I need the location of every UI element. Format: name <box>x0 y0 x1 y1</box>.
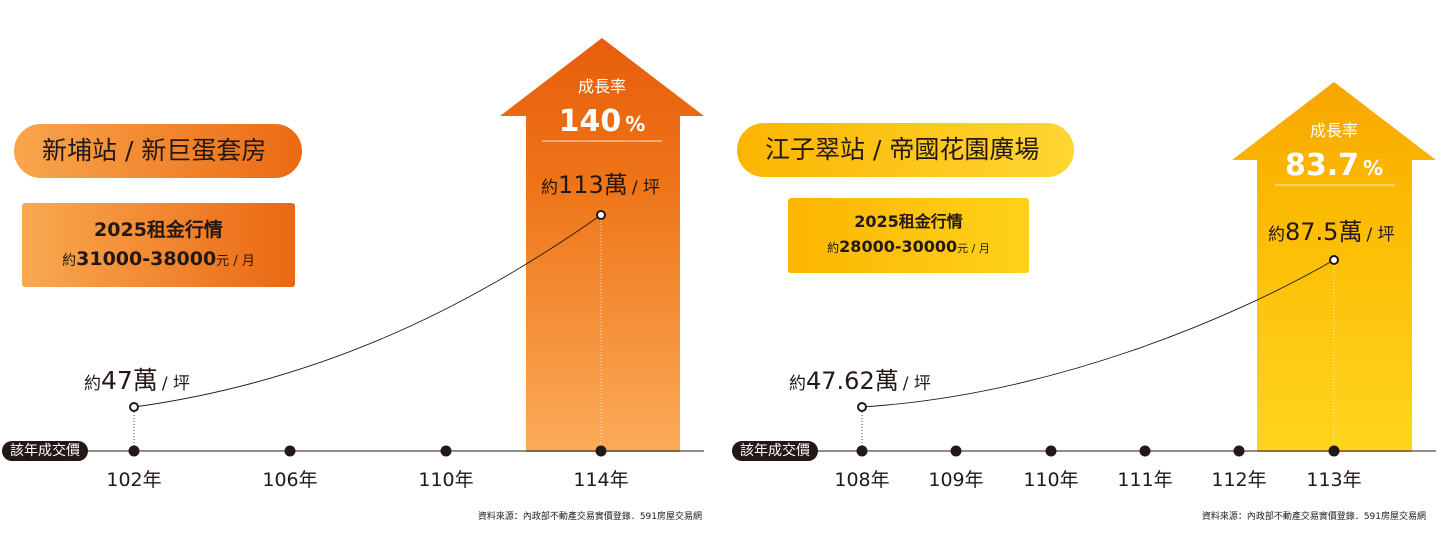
growth-value: 140% <box>559 104 646 139</box>
data-label-value: 47.62萬 <box>806 367 899 395</box>
x-tick-marker <box>128 445 140 457</box>
growth-number: 83.7 <box>1285 148 1359 183</box>
data-label-end: 約113萬 / 坪 <box>541 171 660 199</box>
x-tick-marker <box>595 445 607 457</box>
source-note: 資料來源：內政部不動產交易實價登錄．591房屋交易網 <box>477 512 702 522</box>
chart-jiangzicui: 成長率 83.7% 108年 109年 110年 111年 112年 113年 約47.6… <box>789 82 1436 491</box>
x-tick-label: 110年 <box>418 469 473 491</box>
x-tick-marker <box>950 445 962 457</box>
data-label-value: 47萬 <box>101 366 158 395</box>
rent-unit: 元 / 月 <box>957 242 990 255</box>
data-point-end <box>596 210 606 220</box>
data-label-start: 約47萬 / 坪 <box>84 366 190 395</box>
x-tick-label: 102年 <box>106 469 161 491</box>
x-tick-label: 112年 <box>1211 469 1266 491</box>
data-point-start <box>129 402 139 412</box>
axis-tag: 該年成交價 <box>732 441 818 461</box>
data-point-start <box>857 402 867 412</box>
growth-percent: % <box>1363 156 1383 180</box>
rent-unit: 元 / 月 <box>216 254 255 269</box>
x-tick-label: 108年 <box>834 469 889 491</box>
station-title: 新埔站 / 新巨蛋套房 <box>14 124 302 178</box>
x-ticks: 102年 106年 110年 114年 <box>106 445 629 491</box>
data-label-prefix: 約 <box>541 178 558 198</box>
x-tick-label: 111年 <box>1117 469 1172 491</box>
data-label-unit: / 坪 <box>632 178 660 198</box>
data-label-unit: / 坪 <box>903 374 931 394</box>
x-tick-marker <box>856 445 868 457</box>
data-label-prefix: 約 <box>1268 225 1285 245</box>
data-label-value: 113萬 <box>558 171 628 199</box>
rent-box: 2025租金行情 約31000-38000元 / 月 <box>22 203 295 287</box>
rent-prefix: 約 <box>62 253 77 269</box>
x-tick-marker <box>1233 445 1245 457</box>
x-ticks: 108年 109年 110年 111年 112年 113年 <box>834 445 1362 491</box>
station-title: 江子翠站 / 帝國花園廣場 <box>737 123 1074 177</box>
growth-value: 83.7% <box>1285 148 1383 183</box>
data-label-prefix: 約 <box>789 374 806 394</box>
axis-tag: 該年成交價 <box>2 441 88 461</box>
growth-percent: % <box>625 112 645 136</box>
growth-arrow <box>1232 82 1436 452</box>
x-tick-label: 106年 <box>262 469 317 491</box>
rent-title: 2025租金行情 <box>94 219 223 241</box>
panel-xinpu: 成長率 140% 102年 106年 110年 114年 約47萬 / 坪 約113萬 /… <box>2 38 704 522</box>
data-label-unit: / 坪 <box>1366 225 1394 245</box>
data-label-unit: / 坪 <box>162 374 190 394</box>
rent-range: 31000-38000 <box>76 248 217 270</box>
x-tick-label: 110年 <box>1023 469 1078 491</box>
trend-curve <box>133 214 602 408</box>
data-label-end: 約87.5萬 / 坪 <box>1268 218 1395 246</box>
rent-range: 28000-30000 <box>839 237 958 256</box>
rent-value: 約28000-30000元 / 月 <box>788 237 1029 256</box>
x-tick-label: 114年 <box>573 469 628 491</box>
trend-curve <box>861 259 1335 408</box>
data-point-end <box>1329 255 1339 265</box>
chart-xinpu: 成長率 140% 102年 106年 110年 114年 約47萬 / 坪 約113萬 /… <box>84 38 704 491</box>
source-note: 資料來源：內政部不動產交易實價登錄．591房屋交易網 <box>1201 512 1426 522</box>
rent-value: 約31000-38000元 / 月 <box>22 248 295 270</box>
x-tick-marker <box>440 445 452 457</box>
x-tick-marker <box>1139 445 1151 457</box>
panel-jiangzicui: 成長率 83.7% 108年 109年 110年 111年 112年 113年 約47.6… <box>720 0 1440 550</box>
x-tick-label: 109年 <box>928 469 983 491</box>
rent-title: 2025租金行情 <box>854 212 963 231</box>
x-tick-label: 113年 <box>1306 469 1361 491</box>
rent-prefix: 約 <box>827 241 840 255</box>
growth-arrow <box>500 38 704 452</box>
x-tick-marker <box>1328 445 1340 457</box>
growth-label: 成長率 <box>578 77 626 96</box>
growth-number: 140 <box>559 104 622 139</box>
rent-box: 2025租金行情 約28000-30000元 / 月 <box>788 198 1029 273</box>
x-tick-marker <box>1045 445 1057 457</box>
growth-label: 成長率 <box>1310 121 1358 140</box>
data-label-value: 87.5萬 <box>1285 218 1362 246</box>
data-label-start: 約47.62萬 / 坪 <box>789 367 931 395</box>
x-tick-marker <box>284 445 296 457</box>
data-label-prefix: 約 <box>84 374 101 394</box>
